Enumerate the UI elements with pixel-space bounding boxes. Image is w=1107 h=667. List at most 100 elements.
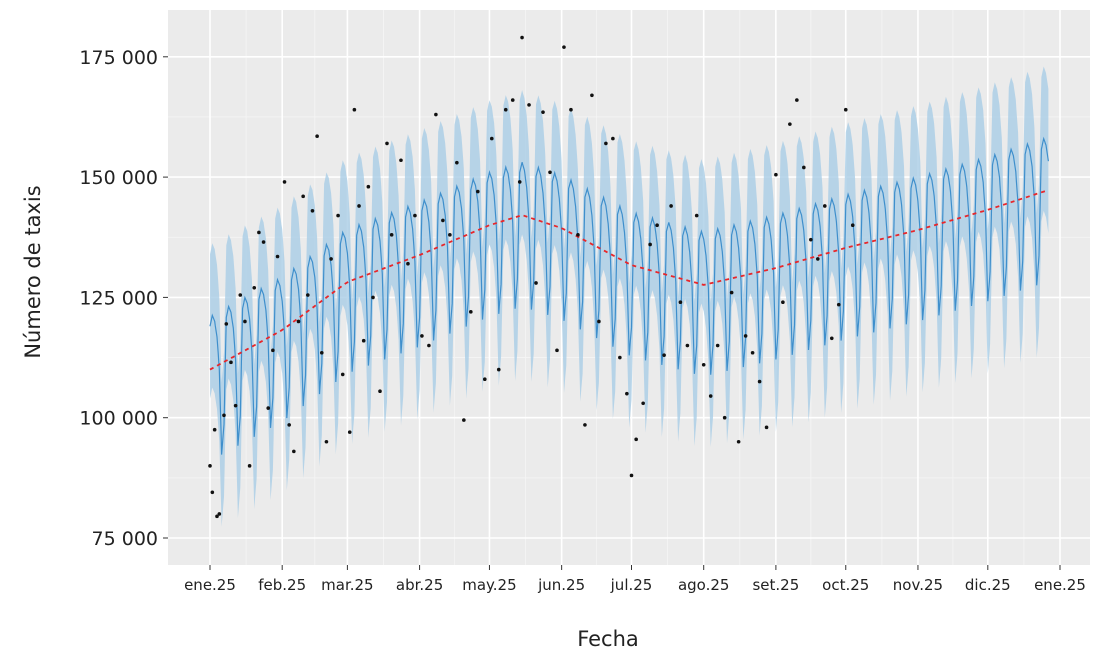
uncertainty-interval (210, 66, 1049, 527)
observed-point (836, 302, 841, 307)
x-tick-label: feb.25 (258, 576, 306, 594)
observed-point (555, 348, 559, 353)
observed-point (482, 377, 487, 382)
x-tick-label: oct.25 (822, 576, 869, 594)
observed-point (315, 134, 319, 138)
observed-point (489, 136, 494, 141)
observed-point (292, 449, 296, 454)
observed-point (208, 464, 212, 468)
interval-band (210, 66, 1049, 527)
x-axis-title: Fecha (577, 627, 639, 651)
observed-point (641, 401, 645, 406)
observed-point (781, 300, 785, 305)
observed-point (743, 334, 748, 338)
forecast-yhat (209, 136, 1049, 455)
observed-point (576, 233, 580, 237)
observed-point (434, 112, 438, 117)
observed-point (336, 213, 340, 218)
observed-point (562, 45, 566, 49)
y-tick-label: 125 000 (79, 287, 158, 309)
observed-point (534, 281, 538, 285)
observed-point (238, 293, 243, 297)
observed-point (708, 394, 713, 398)
x-tick-label: abr.25 (396, 576, 443, 594)
observed-point (569, 107, 573, 112)
observed-point (399, 158, 403, 163)
observed-point (233, 403, 238, 408)
x-tick-label: dic.25 (965, 576, 1011, 594)
observed-point (462, 418, 466, 422)
x-axis-ticks: ene.25 feb.25 mar.25 abr.25 may.25 jun.25 jul.… (184, 565, 1086, 594)
observed-point (634, 437, 638, 442)
observed-point (604, 141, 608, 146)
observed-point (517, 180, 522, 184)
x-tick-label: may.25 (462, 576, 516, 594)
observed-point (822, 204, 827, 208)
observed-point (757, 379, 762, 384)
observed-point (301, 194, 305, 199)
observed-point (413, 213, 417, 218)
observed-point (352, 107, 357, 112)
observed-point (469, 310, 473, 314)
observed-point (669, 204, 673, 208)
observed-point (275, 254, 280, 259)
observed-point (583, 423, 587, 427)
observed-point (548, 170, 552, 175)
observed-point (324, 439, 329, 444)
observed-point (347, 430, 352, 434)
observed-point (361, 338, 366, 343)
observed-point (243, 319, 247, 324)
observed-point (802, 165, 806, 170)
observed-point (378, 389, 382, 394)
observed-point (229, 360, 233, 365)
observed-point (729, 290, 734, 295)
observed-point (266, 406, 271, 410)
observed-point (597, 319, 601, 324)
x-tick-label: nov.25 (893, 576, 943, 594)
observed-point (829, 336, 834, 341)
observed-point (694, 213, 699, 218)
observed-point (257, 230, 261, 235)
observed-point (319, 350, 324, 355)
x-tick-label: ago.25 (678, 576, 729, 594)
observed-point (809, 237, 813, 242)
observed-point (843, 107, 848, 112)
observed-point (217, 512, 222, 516)
observed-point (736, 439, 741, 444)
observed-point (774, 172, 778, 177)
observed-point (385, 141, 389, 146)
observed-point (678, 300, 683, 305)
observed-point (648, 242, 652, 247)
observed-point (271, 348, 275, 353)
observed-point (750, 350, 755, 355)
observed-point (357, 204, 361, 208)
observed-point (427, 343, 431, 348)
observed-point (287, 423, 291, 427)
observed-point (212, 427, 217, 432)
observed-point (340, 372, 345, 377)
x-tick-label: ene.25 (184, 576, 236, 594)
observed-point (520, 35, 524, 40)
observed-point (655, 223, 659, 228)
observed-point (306, 293, 310, 297)
observed-point (850, 223, 855, 228)
observed-point (296, 319, 301, 324)
observed-point (441, 218, 445, 223)
x-tick-label: ene.25 (1034, 576, 1086, 594)
observed-point (629, 473, 634, 478)
observed-point (503, 107, 508, 112)
observed-point (701, 362, 706, 367)
observed-point (715, 343, 720, 348)
observed-point (247, 464, 252, 468)
observed-point (261, 240, 266, 244)
observed-point (625, 391, 629, 396)
observed-point (310, 208, 315, 213)
observed-point (366, 184, 371, 189)
observed-point (406, 261, 410, 266)
observed-point (496, 367, 501, 372)
observed-point (685, 343, 690, 348)
observed-point (541, 110, 545, 114)
observed-point (448, 233, 452, 237)
observed-point (215, 514, 219, 519)
